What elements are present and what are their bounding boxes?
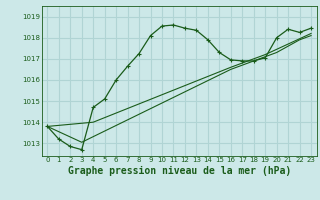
X-axis label: Graphe pression niveau de la mer (hPa): Graphe pression niveau de la mer (hPa) <box>68 166 291 176</box>
